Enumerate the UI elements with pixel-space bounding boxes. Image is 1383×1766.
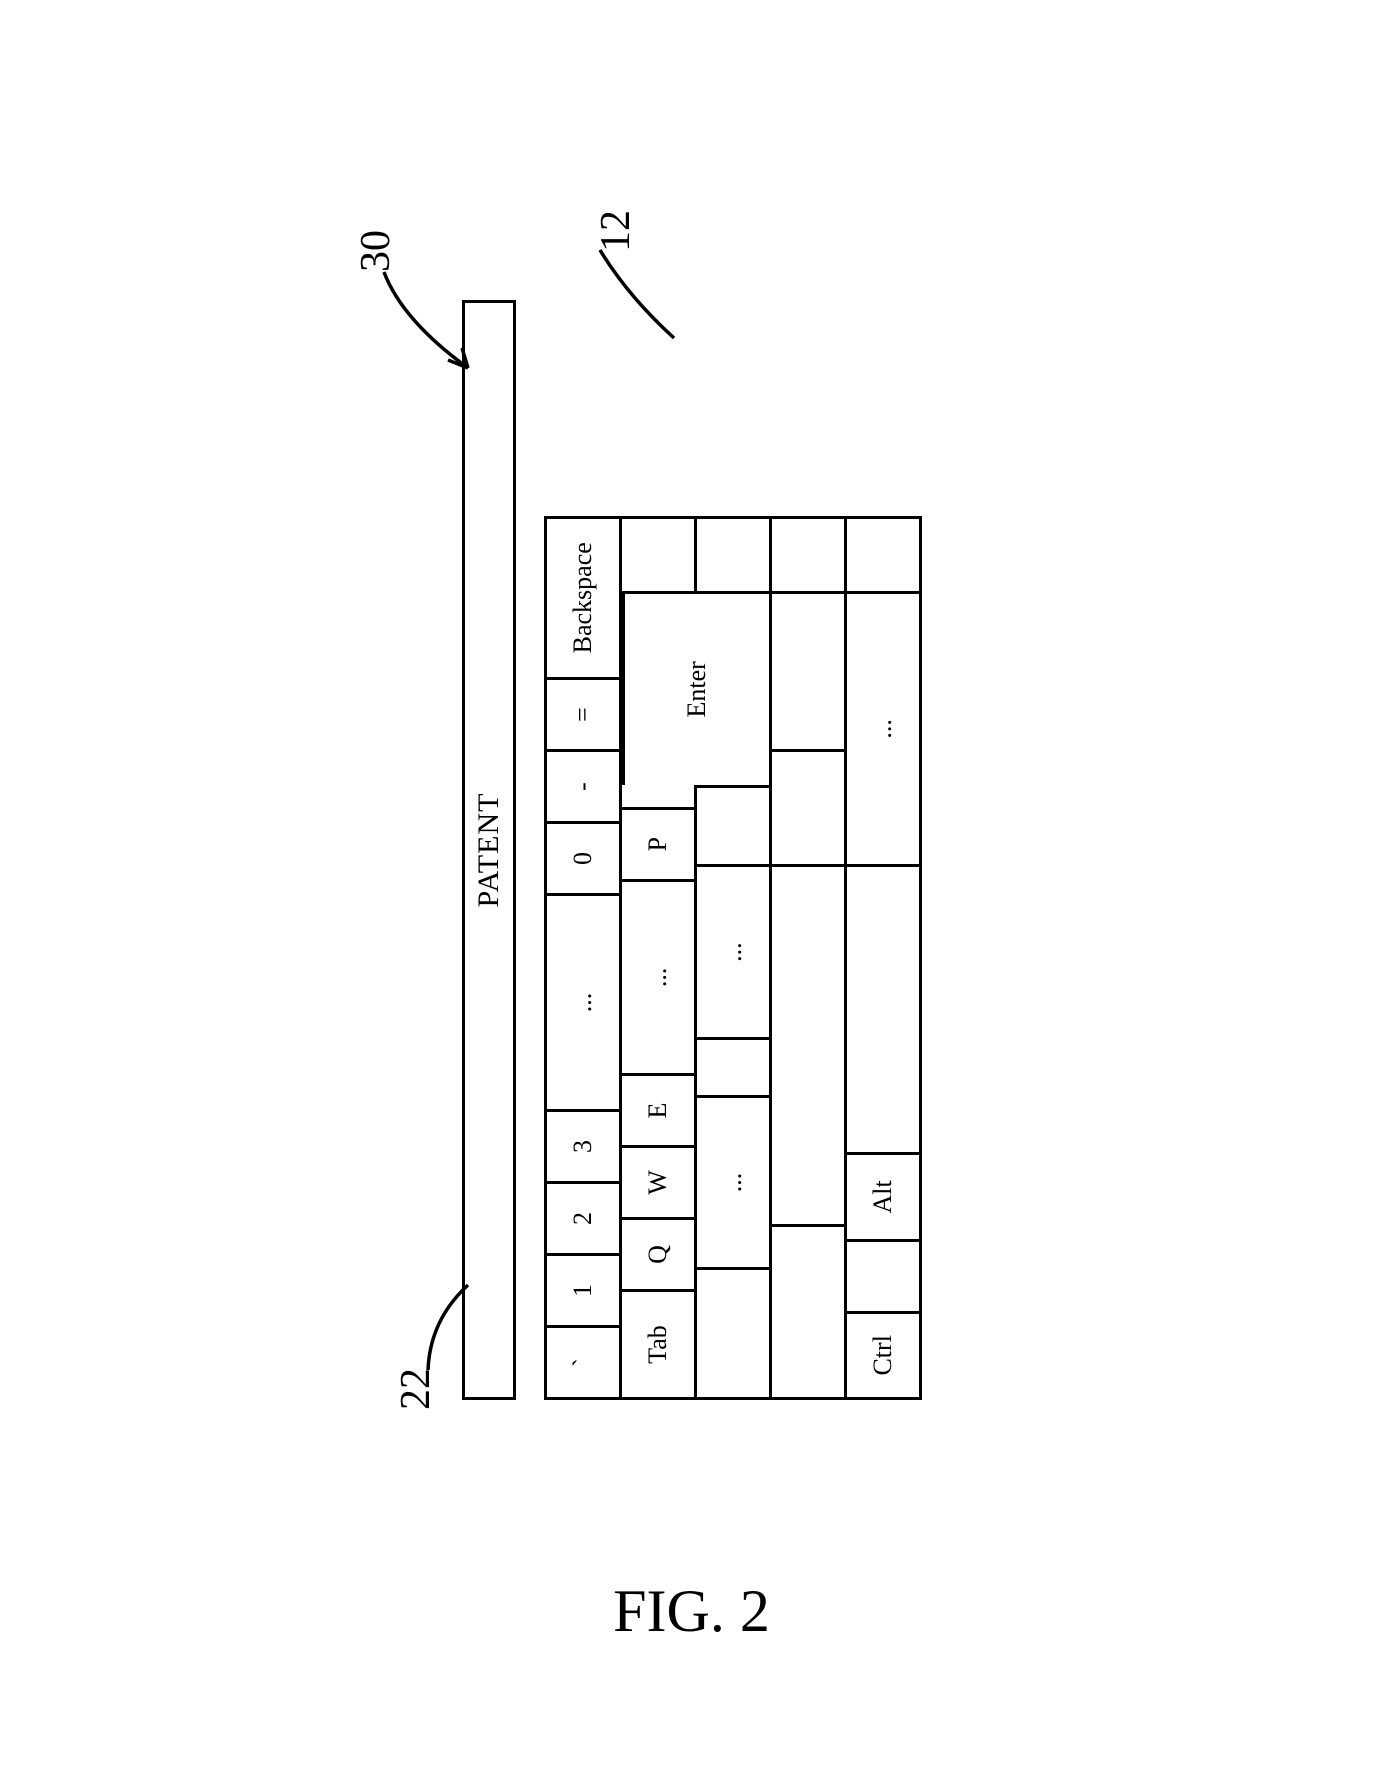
key-ctrl[interactable]: Ctrl: [847, 1311, 919, 1397]
key-p[interactable]: P: [622, 807, 694, 879]
key-[interactable]: -: [547, 749, 619, 821]
key-[interactable]: ...: [847, 591, 919, 865]
figure-label: FIG. 2: [613, 1577, 770, 1646]
leader-30: [372, 260, 492, 390]
row-filler: [847, 519, 919, 591]
row-filler: [772, 519, 844, 591]
key-0[interactable]: 0: [547, 821, 619, 893]
key-e[interactable]: E: [622, 1073, 694, 1145]
key-blank: [772, 864, 844, 1224]
key-2[interactable]: 2: [547, 1181, 619, 1253]
key-blank: [697, 785, 769, 864]
key-enter[interactable]: Enter: [621, 591, 769, 785]
key-alt[interactable]: Alt: [847, 1152, 919, 1238]
display-text: PATENT: [472, 793, 505, 908]
key-3[interactable]: 3: [547, 1109, 619, 1181]
key-backspace[interactable]: Backspace: [547, 519, 619, 677]
key-[interactable]: ...: [547, 893, 619, 1109]
key-blank: [847, 864, 919, 1152]
leader-12: [582, 240, 692, 350]
key-[interactable]: `: [547, 1325, 619, 1397]
key-blank: [847, 1239, 919, 1311]
key-[interactable]: =: [547, 677, 619, 749]
leader-22: [420, 1260, 490, 1380]
key-[interactable]: ...: [622, 879, 694, 1073]
key-q[interactable]: Q: [622, 1217, 694, 1289]
key-blank: [697, 1267, 769, 1397]
row-shift: [772, 519, 847, 1397]
key-blank: [772, 591, 844, 749]
key-1[interactable]: 1: [547, 1253, 619, 1325]
key-[interactable]: ...: [697, 1095, 769, 1268]
keyboard: `123...0-=BackspaceTabQWE...P[]......Ent…: [544, 516, 922, 1400]
key-blank: [697, 1037, 769, 1095]
row-numbers: `123...0-=Backspace: [547, 519, 622, 1397]
key-[interactable]: ...: [697, 864, 769, 1037]
diagram-stage: 22 30 PATENT `123...0-=BackspaceTabQWE..…: [462, 300, 922, 1400]
key-blank: [772, 1224, 844, 1397]
key-blank: [772, 749, 844, 864]
row-home: ......Enter: [697, 519, 772, 1397]
display-bar: PATENT: [462, 300, 516, 1400]
key-w[interactable]: W: [622, 1145, 694, 1217]
row-filler: [697, 519, 769, 591]
row-ctrl: Ctrl Alt...: [847, 519, 919, 1397]
key-tab[interactable]: Tab: [622, 1289, 694, 1397]
